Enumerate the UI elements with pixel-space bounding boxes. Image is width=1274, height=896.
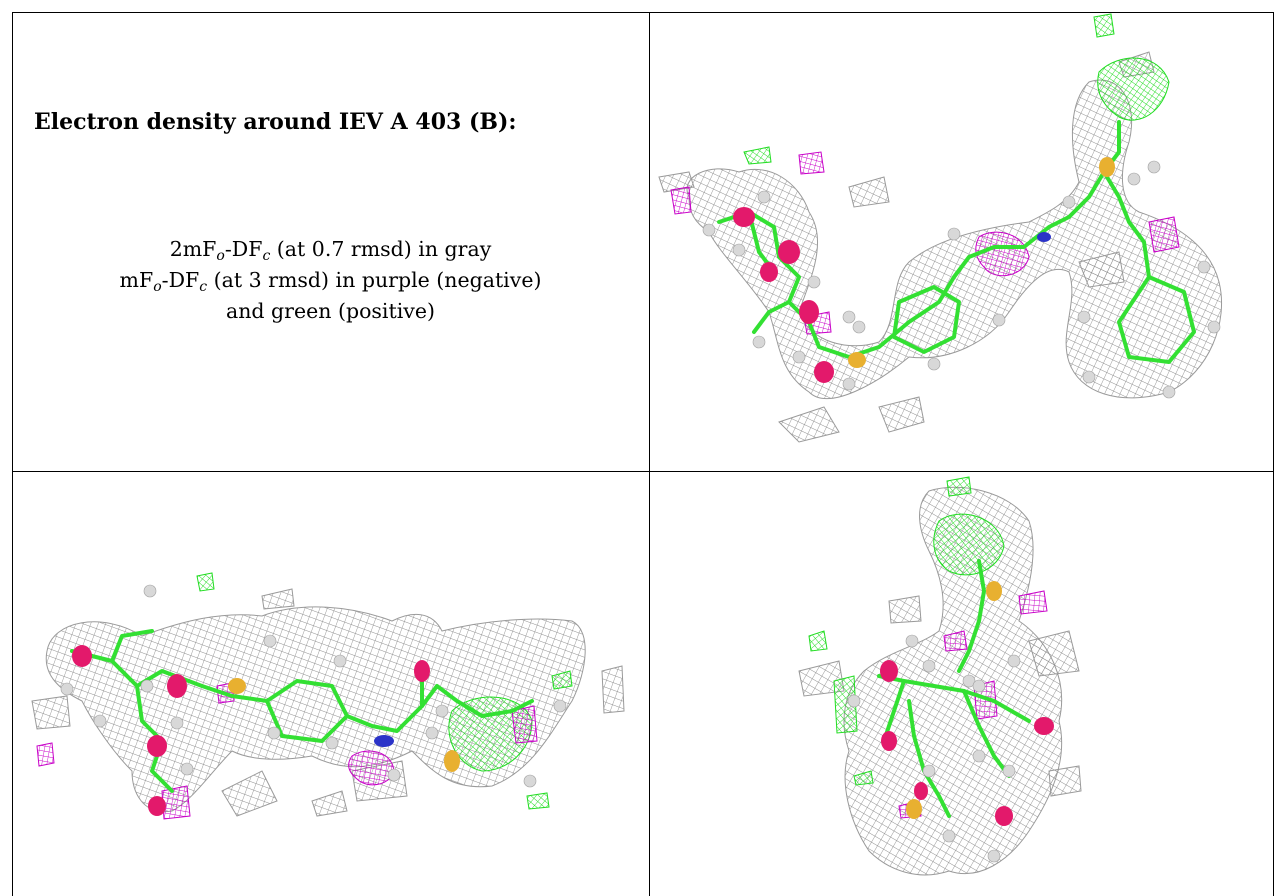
oxygen-atom-1 — [72, 645, 92, 667]
oxygen-atom-2 — [881, 731, 897, 751]
atoms — [702, 157, 1221, 399]
table-border-top — [12, 12, 1274, 13]
density-render-1 — [658, 13, 1223, 443]
density-view-3 — [649, 471, 1273, 896]
sulfur-atom-1 — [228, 678, 246, 694]
nitrogen-atom — [374, 735, 394, 747]
caption-line-colors: and green (positive) — [225, 299, 435, 323]
caption-line-2fofc: 2mFo-DFc (at 0.7 rmsd) in gray — [169, 237, 492, 264]
caption-line-fofc: mFo-DFc (at 3 rmsd) in purple (negative) — [119, 268, 542, 295]
oxygen-atom-3 — [1034, 717, 1054, 735]
ligand-bonds — [70, 629, 534, 793]
sulfur-atom-2 — [906, 799, 922, 819]
caption-cell: Electron density around IEV A 403 (B): 2… — [12, 12, 649, 471]
oxygen-atom-4 — [760, 262, 778, 282]
atoms — [847, 581, 1054, 863]
hydrogen-atoms — [60, 584, 567, 788]
oxygen-atom-3 — [147, 735, 167, 757]
density-view-2 — [12, 471, 649, 896]
mesh-negative — [36, 682, 538, 820]
nitrogen-atom — [1037, 232, 1051, 242]
oxygen-atom-1 — [880, 660, 898, 682]
hydrogen-atoms — [847, 634, 1021, 863]
sulfur-atom-2 — [444, 750, 460, 772]
oxygen-atom-3 — [799, 300, 819, 324]
caption-description: 2mFo-DFc (at 0.7 rmsd) in gray mFo-DFc (… — [12, 234, 649, 327]
oxygen-atom-5 — [414, 660, 430, 682]
oxygen-atom-5 — [814, 361, 834, 383]
oxygen-atom-2 — [778, 240, 800, 264]
caption-title: Electron density around IEV A 403 (B): — [34, 109, 517, 135]
mesh-negative — [898, 590, 1048, 819]
mesh-positive — [743, 13, 1170, 165]
oxygen-atom-4 — [148, 796, 166, 816]
sulfur-atom-1 — [848, 352, 866, 368]
density-render-2 — [31, 572, 625, 820]
table-border-center — [649, 12, 650, 896]
mesh-positive — [196, 572, 573, 810]
oxygen-atom-4 — [995, 806, 1013, 826]
sulfur-atom-2 — [1099, 157, 1115, 177]
oxygen-atom-5 — [914, 782, 928, 800]
oxygen-atom-2 — [167, 674, 187, 698]
hydrogen-atoms — [702, 160, 1221, 399]
atoms — [60, 584, 567, 816]
density-render-3 — [798, 476, 1082, 876]
table-border-left — [12, 12, 13, 896]
mesh-positive — [808, 476, 1005, 786]
density-view-1 — [649, 12, 1273, 471]
oxygen-atom-1 — [733, 207, 755, 227]
sulfur-atom-1 — [986, 581, 1002, 601]
table-border-middle — [12, 471, 1274, 472]
